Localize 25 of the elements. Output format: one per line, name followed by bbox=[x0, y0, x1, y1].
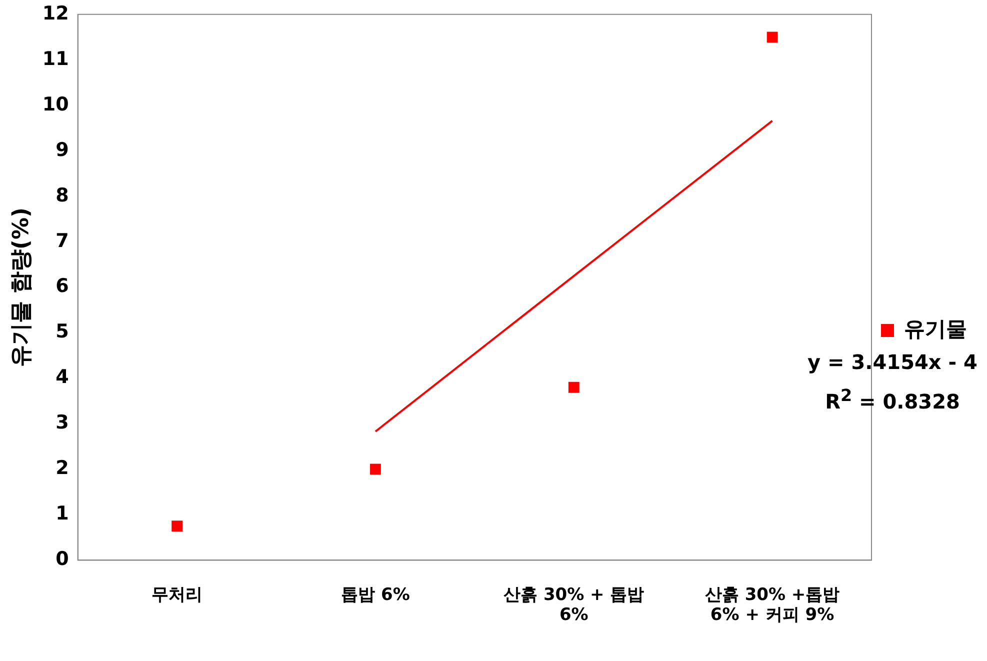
y-tick-label: 5 bbox=[56, 320, 69, 343]
y-tick-label: 10 bbox=[42, 93, 69, 116]
annotation: y = 3.4154x - 4 bbox=[806, 349, 978, 376]
y-tick-label: 8 bbox=[56, 184, 69, 206]
y-tick-label: 7 bbox=[56, 230, 69, 252]
y-tick-label: 9 bbox=[56, 138, 69, 161]
x-tick-label: 톱밥 6% bbox=[341, 584, 410, 605]
y-tick-label: 11 bbox=[42, 48, 69, 70]
y-tick-label: 6 bbox=[56, 275, 69, 298]
legend-label: 유기물 bbox=[904, 316, 967, 341]
y-tick-label: 1 bbox=[56, 502, 69, 525]
y-tick-label: 2 bbox=[56, 457, 69, 480]
annotation: R$^{2}$ = 0.8328 bbox=[824, 385, 961, 416]
x-tick-label: 산흙 30% + 톱밥 6% bbox=[504, 584, 644, 626]
point bbox=[766, 32, 778, 43]
y-tick-label: 4 bbox=[56, 366, 69, 388]
y-tick-label: 0 bbox=[56, 548, 69, 570]
y-axis-title: 유기물 함량(%) bbox=[8, 207, 34, 368]
point bbox=[172, 520, 182, 532]
point bbox=[370, 464, 381, 475]
y-tick-label: 12 bbox=[42, 2, 69, 24]
x-tick-label: 무처리 bbox=[152, 584, 203, 605]
x-tick-label: 산흙 30% +톱밥 6% + 커피 9% bbox=[704, 584, 840, 626]
y-tick-label: 3 bbox=[56, 412, 69, 434]
point bbox=[568, 382, 580, 393]
